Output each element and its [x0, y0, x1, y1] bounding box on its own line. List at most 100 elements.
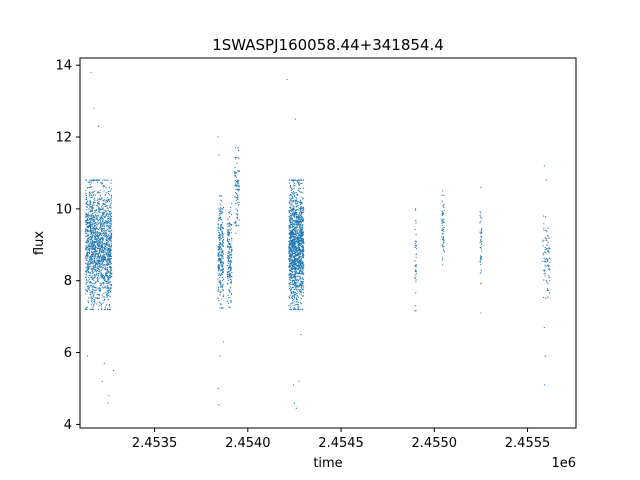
data-point: [290, 242, 292, 244]
data-point: [97, 275, 99, 277]
data-point: [89, 290, 91, 292]
data-point: [288, 252, 290, 255]
data-point: [219, 290, 221, 292]
data-point: [288, 227, 290, 229]
data-point: [85, 215, 87, 217]
data-point: [297, 223, 300, 226]
data-point: [96, 192, 99, 194]
data-point: [295, 255, 297, 258]
data-point: [109, 210, 112, 213]
data-point: [288, 248, 291, 250]
data-point: [87, 186, 89, 189]
data-point: [290, 267, 292, 269]
data-point: [288, 225, 290, 228]
data-point: [219, 227, 221, 230]
data-point: [292, 286, 294, 289]
data-point: [89, 203, 91, 205]
data-point: [108, 272, 110, 274]
data-point: [442, 264, 444, 266]
data-point: [291, 281, 294, 283]
data-point: [289, 212, 291, 215]
data-point: [85, 293, 87, 295]
data-point: [218, 154, 220, 156]
data-point: [415, 208, 417, 210]
data-point: [109, 204, 111, 207]
data-point: [99, 238, 101, 240]
data-point: [293, 194, 296, 196]
data-point: [90, 296, 92, 298]
data-point: [296, 261, 299, 263]
data-point: [293, 285, 295, 287]
data-point: [295, 233, 297, 236]
data-point: [414, 244, 416, 246]
data-point: [441, 259, 444, 261]
data-point: [229, 206, 232, 208]
data-point: [93, 225, 96, 227]
data-point: [302, 294, 304, 297]
data-point: [544, 216, 547, 218]
data-point: [105, 186, 107, 189]
y-tick-label: 14: [55, 59, 72, 74]
data-point: [296, 211, 298, 213]
data-point: [99, 263, 101, 265]
data-point: [220, 226, 222, 228]
data-point: [300, 256, 303, 258]
data-point: [548, 252, 550, 254]
data-point: [101, 212, 103, 214]
data-point: [481, 251, 483, 253]
data-point: [101, 206, 103, 208]
data-point: [106, 247, 108, 249]
data-point: [234, 157, 236, 159]
data-point: [91, 293, 93, 295]
data-point: [86, 283, 88, 285]
data-point: [296, 254, 298, 256]
data-point: [226, 275, 229, 278]
data-point: [222, 288, 224, 290]
data-point: [229, 306, 231, 308]
data-point: [297, 190, 299, 192]
data-point: [92, 207, 94, 210]
data-point: [301, 220, 303, 222]
data-point: [100, 216, 102, 219]
data-point: [100, 269, 102, 271]
data-point: [414, 243, 417, 245]
data-point: [288, 182, 290, 184]
data-point: [108, 303, 111, 306]
data-point: [221, 219, 223, 221]
data-point: [229, 287, 231, 289]
data-point: [90, 243, 92, 245]
data-point: [90, 229, 92, 231]
data-point: [295, 286, 297, 288]
data-point: [90, 225, 92, 228]
data-point: [109, 270, 111, 272]
data-point: [94, 194, 96, 196]
data-point: [302, 262, 304, 264]
data-point: [546, 288, 549, 290]
data-point: [228, 290, 230, 292]
data-point: [289, 222, 291, 224]
data-point: [442, 246, 444, 248]
data-point: [101, 217, 104, 219]
data-point: [109, 306, 111, 308]
data-point: [297, 301, 299, 304]
data-point: [85, 255, 87, 257]
data-point: [217, 274, 219, 276]
data-point: [547, 282, 549, 284]
data-point: [90, 297, 92, 299]
data-point: [92, 203, 95, 205]
x-axis-ticks: 2.4535 2.4540 2.4545 2.4550 2.4555: [132, 428, 550, 451]
data-point: [102, 221, 104, 223]
data-point: [297, 179, 299, 181]
data-point: [222, 208, 224, 210]
data-point: [99, 241, 101, 243]
data-point: [218, 258, 220, 260]
data-point: [289, 270, 291, 272]
data-point: [295, 276, 297, 278]
data-point: [235, 199, 238, 201]
data-point: [91, 278, 93, 281]
data-point: [221, 298, 223, 300]
data-point: [101, 225, 104, 227]
data-point: [108, 286, 110, 289]
data-point: [442, 230, 444, 233]
data-point: [219, 251, 221, 253]
